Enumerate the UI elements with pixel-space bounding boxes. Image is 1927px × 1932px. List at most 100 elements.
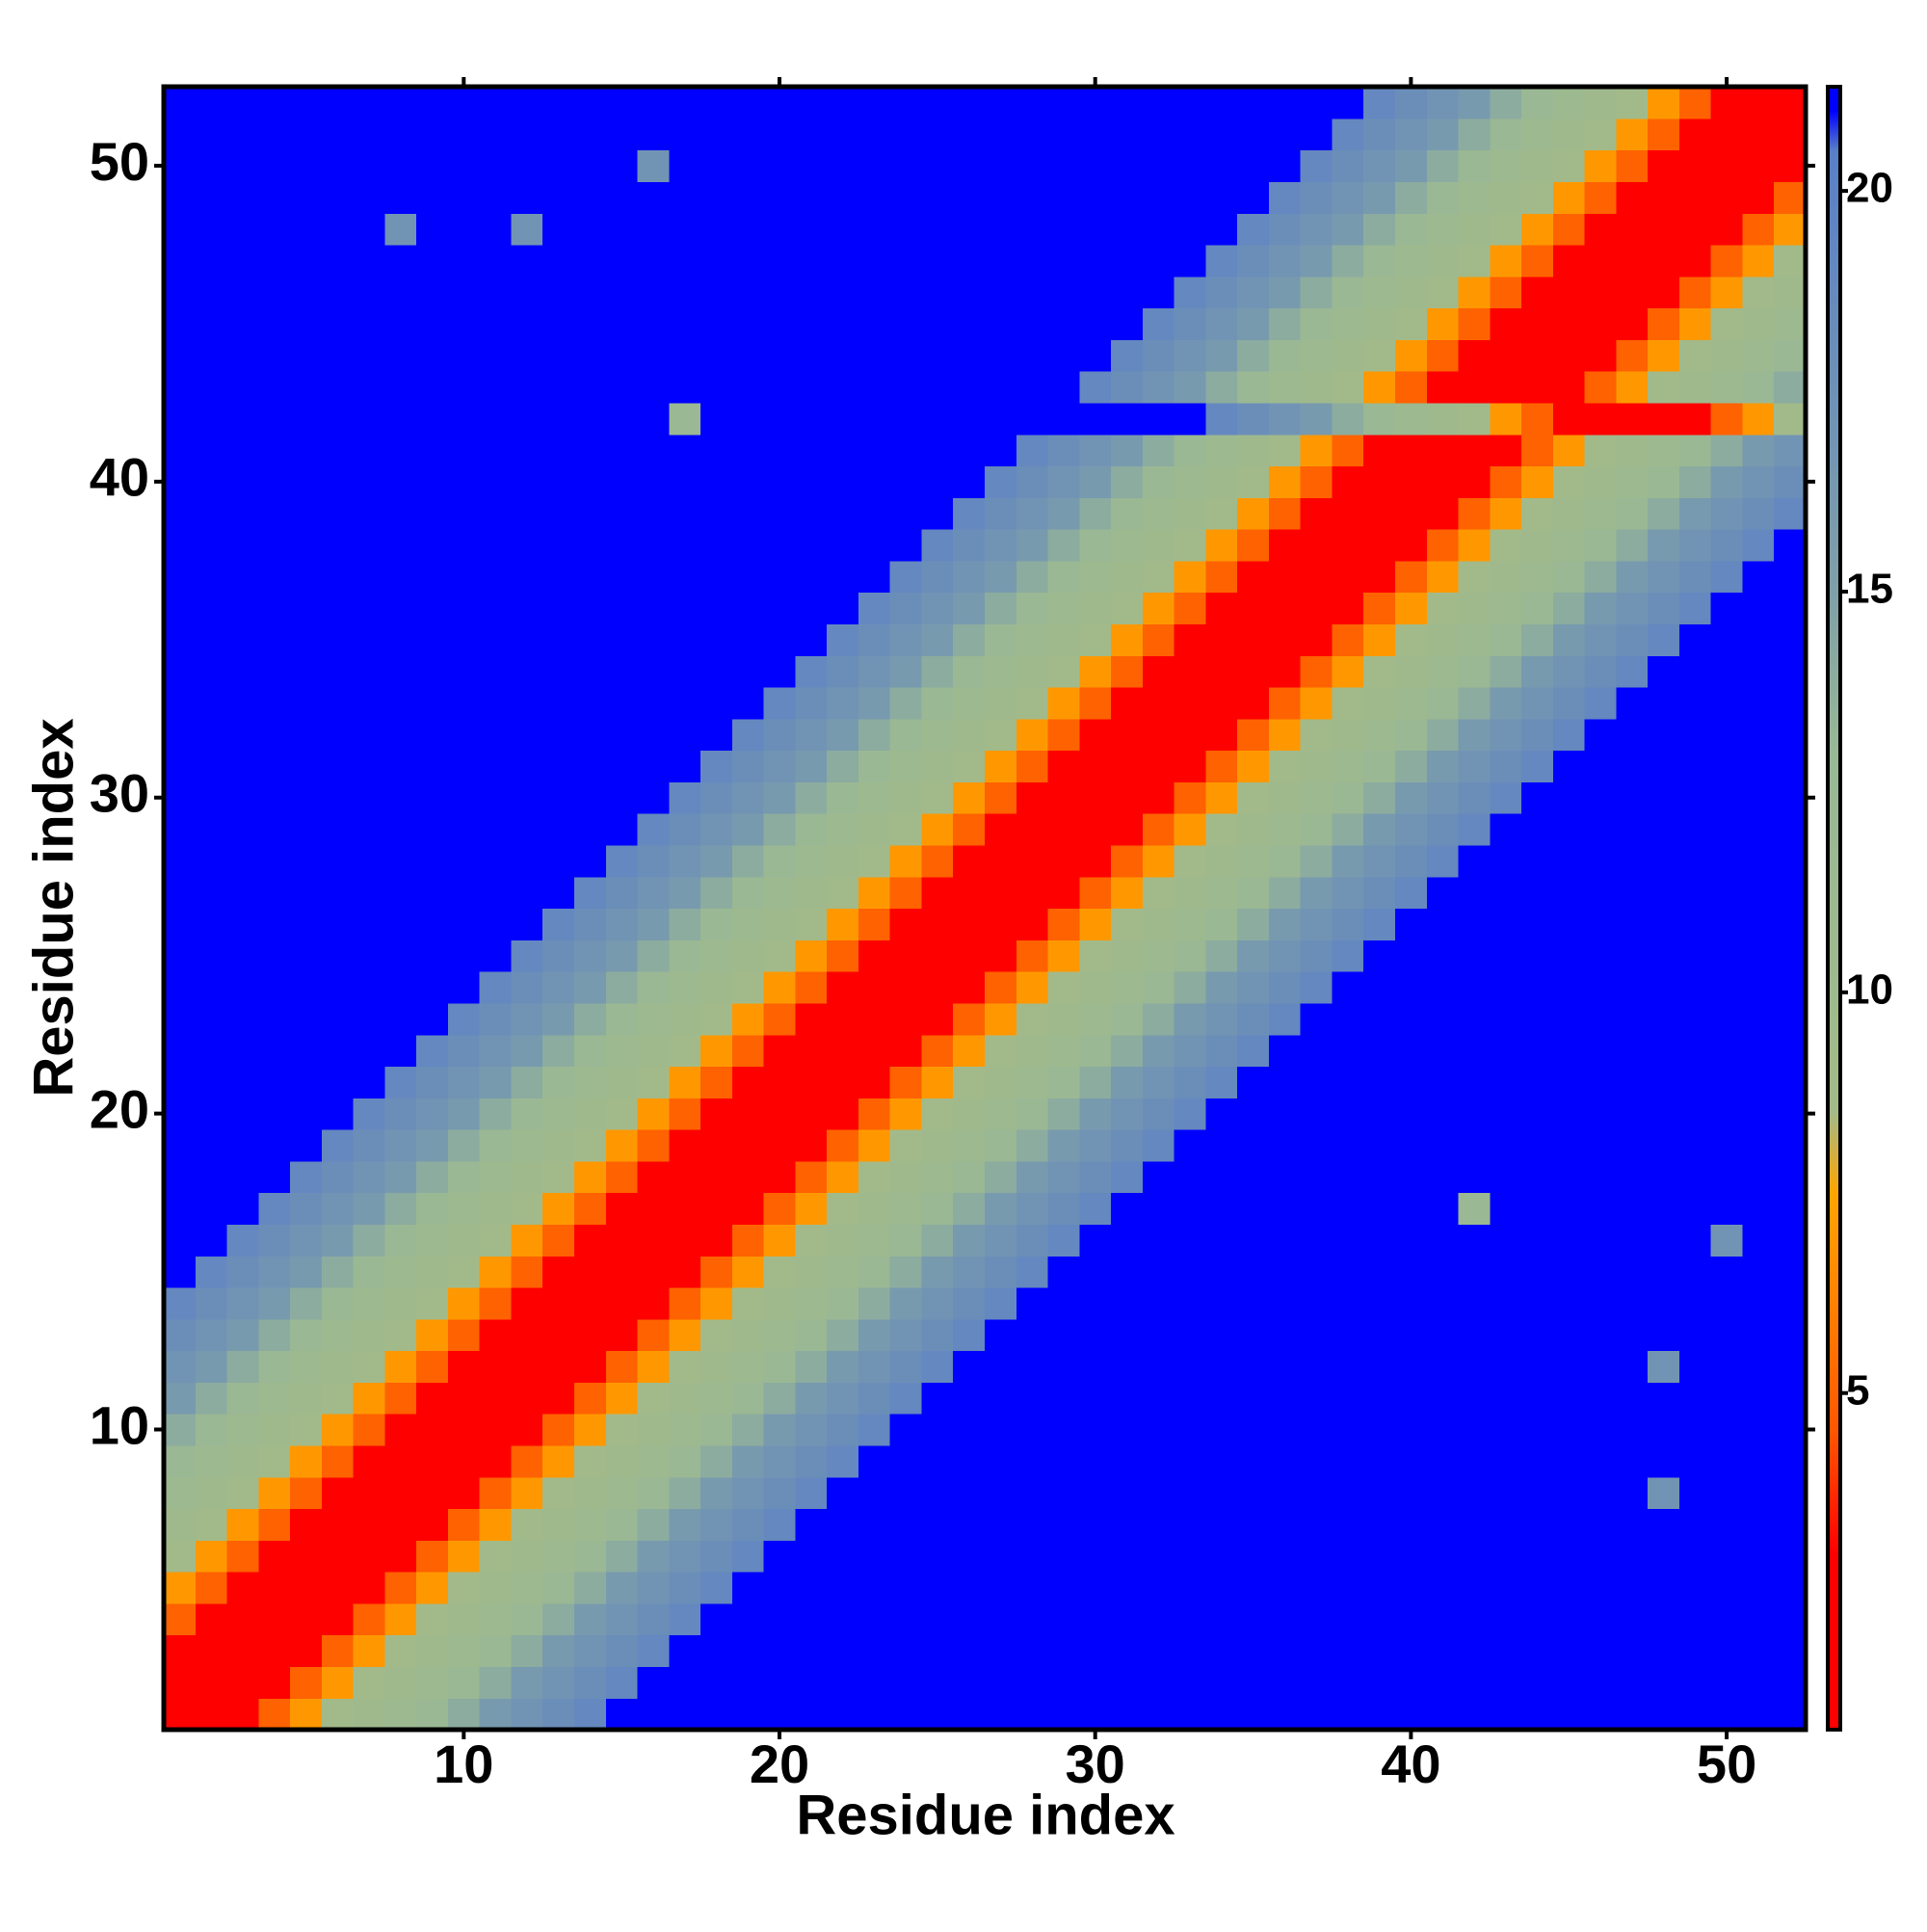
cell [1710, 1414, 1744, 1446]
cell [1774, 781, 1807, 814]
cell [384, 1476, 417, 1510]
cell [1332, 1444, 1364, 1478]
cell [1742, 781, 1775, 814]
cell [605, 244, 639, 278]
cell [1174, 971, 1206, 1004]
cell [1490, 655, 1522, 688]
cell [763, 971, 796, 1004]
cell [416, 339, 449, 372]
cell [1395, 718, 1428, 752]
cell [1016, 465, 1049, 498]
cell [700, 1192, 733, 1225]
cell [1552, 118, 1586, 151]
cell [1710, 908, 1744, 940]
cell [953, 87, 986, 119]
cell [226, 1034, 259, 1068]
cell [1111, 1444, 1144, 1478]
cell [511, 529, 543, 562]
cell [1268, 181, 1302, 214]
cell [1395, 813, 1428, 846]
cell [1174, 1572, 1206, 1604]
cell [1016, 181, 1049, 214]
cell [511, 1476, 543, 1510]
cell [1142, 465, 1175, 498]
cell [1079, 1540, 1112, 1573]
cell [384, 402, 417, 436]
cell [1047, 371, 1080, 404]
cell [1774, 1192, 1807, 1225]
cell [1458, 1098, 1491, 1130]
cell [1742, 844, 1775, 878]
cell [1300, 686, 1333, 720]
cell [1584, 1382, 1617, 1415]
cell [1395, 1034, 1428, 1068]
cell [858, 1414, 891, 1446]
cell [384, 244, 417, 278]
cell [1300, 750, 1333, 782]
cell [731, 1666, 765, 1699]
cell [1552, 592, 1586, 625]
cell [258, 465, 291, 498]
cell [1742, 1224, 1775, 1257]
cell [542, 560, 575, 594]
cell [226, 1129, 259, 1162]
cell [1742, 276, 1775, 309]
cell [479, 1382, 513, 1415]
cell [1111, 592, 1144, 625]
cell [1584, 402, 1617, 436]
cell [447, 1350, 481, 1383]
cell [1678, 623, 1712, 656]
cell [1458, 149, 1491, 182]
cell [669, 813, 701, 846]
y-tick-label: 30 [90, 763, 149, 824]
cell [985, 750, 1017, 782]
cell [226, 908, 259, 940]
cell [1300, 971, 1333, 1004]
cell [353, 181, 385, 214]
cell [1395, 592, 1428, 625]
cell [827, 276, 859, 309]
cell [164, 181, 197, 214]
cell [574, 1634, 607, 1668]
cell [416, 1634, 449, 1668]
cell [669, 1129, 701, 1162]
cell [1047, 402, 1080, 436]
cell [1678, 402, 1712, 436]
cell [1395, 1414, 1428, 1446]
cell [1521, 1192, 1554, 1225]
cell [1678, 371, 1712, 404]
cell [731, 1129, 765, 1162]
cell [763, 1160, 796, 1194]
cell [953, 623, 986, 656]
cell [763, 1634, 796, 1668]
cell [700, 276, 733, 309]
cell [605, 1382, 639, 1415]
cell [1426, 1444, 1460, 1478]
cell [1616, 307, 1649, 340]
cell [1678, 1224, 1712, 1257]
cell [1742, 1098, 1775, 1130]
cell [1047, 750, 1080, 782]
cell [574, 149, 607, 182]
cell [1363, 876, 1396, 910]
cell [1237, 623, 1270, 656]
cell [1363, 244, 1396, 278]
cell [1521, 1318, 1554, 1352]
cell [1142, 1476, 1175, 1510]
cell [1237, 1444, 1270, 1478]
cell [1300, 1666, 1333, 1699]
cell [416, 1286, 449, 1320]
cell [542, 750, 575, 782]
cell [1268, 1572, 1302, 1604]
cell [1237, 213, 1270, 246]
cell [637, 1129, 670, 1162]
cell [921, 1286, 954, 1320]
cell [1300, 876, 1333, 910]
cell [1426, 213, 1460, 246]
cell [1237, 1634, 1270, 1668]
cell [1174, 1540, 1206, 1573]
cell [731, 529, 765, 562]
cell [447, 87, 481, 119]
cell [164, 1508, 197, 1541]
